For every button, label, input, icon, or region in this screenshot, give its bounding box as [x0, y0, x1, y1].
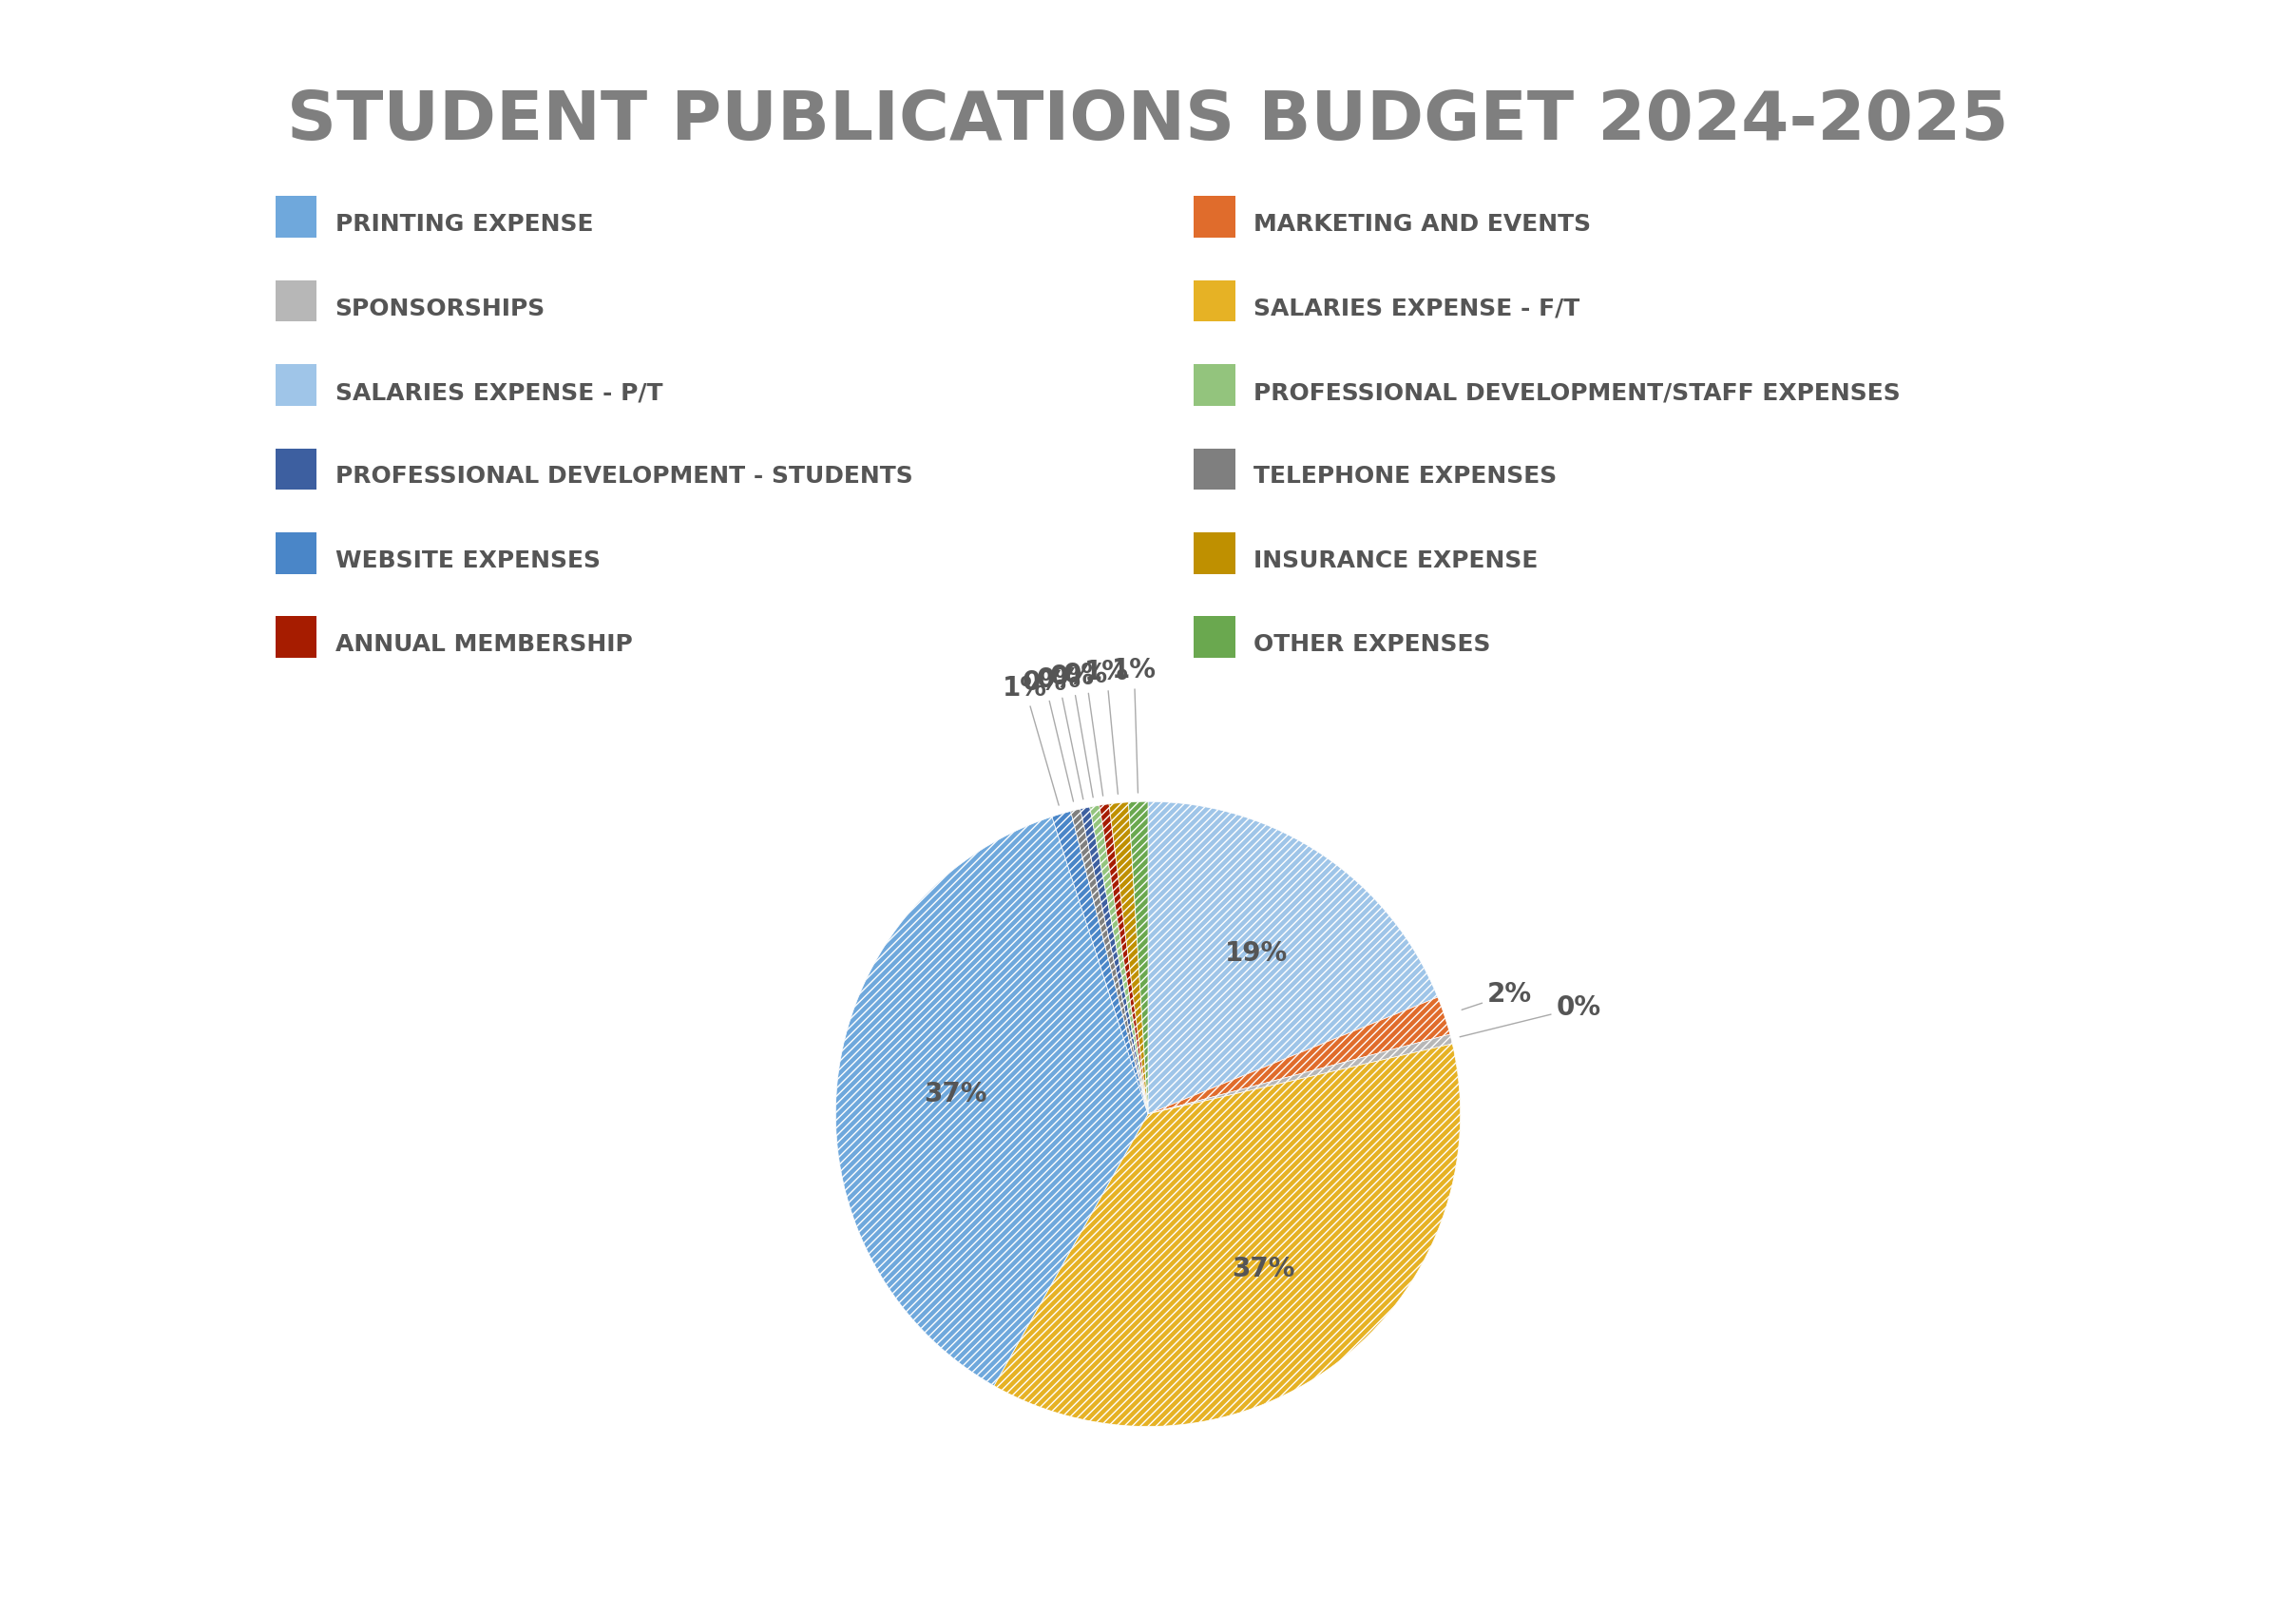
- Text: 1%: 1%: [1003, 674, 1058, 805]
- Text: SPONSORSHIPS: SPONSORSHIPS: [335, 297, 546, 320]
- Text: 0%: 0%: [1035, 666, 1084, 800]
- Text: 19%: 19%: [1224, 941, 1288, 966]
- Text: INSURANCE EXPENSE: INSURANCE EXPENSE: [1254, 549, 1538, 572]
- Wedge shape: [1148, 1034, 1453, 1113]
- Text: 0%: 0%: [1049, 664, 1095, 797]
- Wedge shape: [1148, 802, 1437, 1113]
- Text: 0%: 0%: [1063, 661, 1109, 795]
- Text: PRINTING EXPENSE: PRINTING EXPENSE: [335, 213, 592, 236]
- Text: 37%: 37%: [923, 1081, 987, 1107]
- Text: WEBSITE EXPENSES: WEBSITE EXPENSES: [335, 549, 599, 572]
- Text: MARKETING AND EVENTS: MARKETING AND EVENTS: [1254, 213, 1591, 236]
- Wedge shape: [994, 1044, 1460, 1427]
- Text: 2%: 2%: [1463, 981, 1531, 1010]
- Text: SALARIES EXPENSE - P/T: SALARIES EXPENSE - P/T: [335, 381, 664, 404]
- Text: SALARIES EXPENSE - F/T: SALARIES EXPENSE - F/T: [1254, 297, 1580, 320]
- Text: ANNUAL MEMBERSHIP: ANNUAL MEMBERSHIP: [335, 633, 631, 656]
- Wedge shape: [1070, 810, 1148, 1113]
- Text: PROFESSIONAL DEVELOPMENT - STUDENTS: PROFESSIONAL DEVELOPMENT - STUDENTS: [335, 465, 914, 488]
- Wedge shape: [1100, 805, 1148, 1113]
- Wedge shape: [1091, 805, 1148, 1113]
- Text: 0%: 0%: [1022, 669, 1072, 802]
- Text: PROFESSIONAL DEVELOPMENT/STAFF EXPENSES: PROFESSIONAL DEVELOPMENT/STAFF EXPENSES: [1254, 381, 1901, 404]
- Text: 1%: 1%: [1111, 658, 1157, 793]
- Text: 37%: 37%: [1233, 1256, 1295, 1283]
- Text: OTHER EXPENSES: OTHER EXPENSES: [1254, 633, 1490, 656]
- Wedge shape: [1148, 997, 1451, 1113]
- Text: STUDENT PUBLICATIONS BUDGET 2024-2025: STUDENT PUBLICATIONS BUDGET 2024-2025: [287, 89, 2009, 155]
- Text: 1%: 1%: [1084, 659, 1130, 793]
- Text: 0%: 0%: [1460, 994, 1600, 1037]
- Wedge shape: [836, 816, 1148, 1387]
- Wedge shape: [1130, 802, 1148, 1113]
- Wedge shape: [1052, 811, 1148, 1113]
- Wedge shape: [1109, 802, 1148, 1113]
- Text: TELEPHONE EXPENSES: TELEPHONE EXPENSES: [1254, 465, 1557, 488]
- Wedge shape: [1079, 806, 1148, 1113]
